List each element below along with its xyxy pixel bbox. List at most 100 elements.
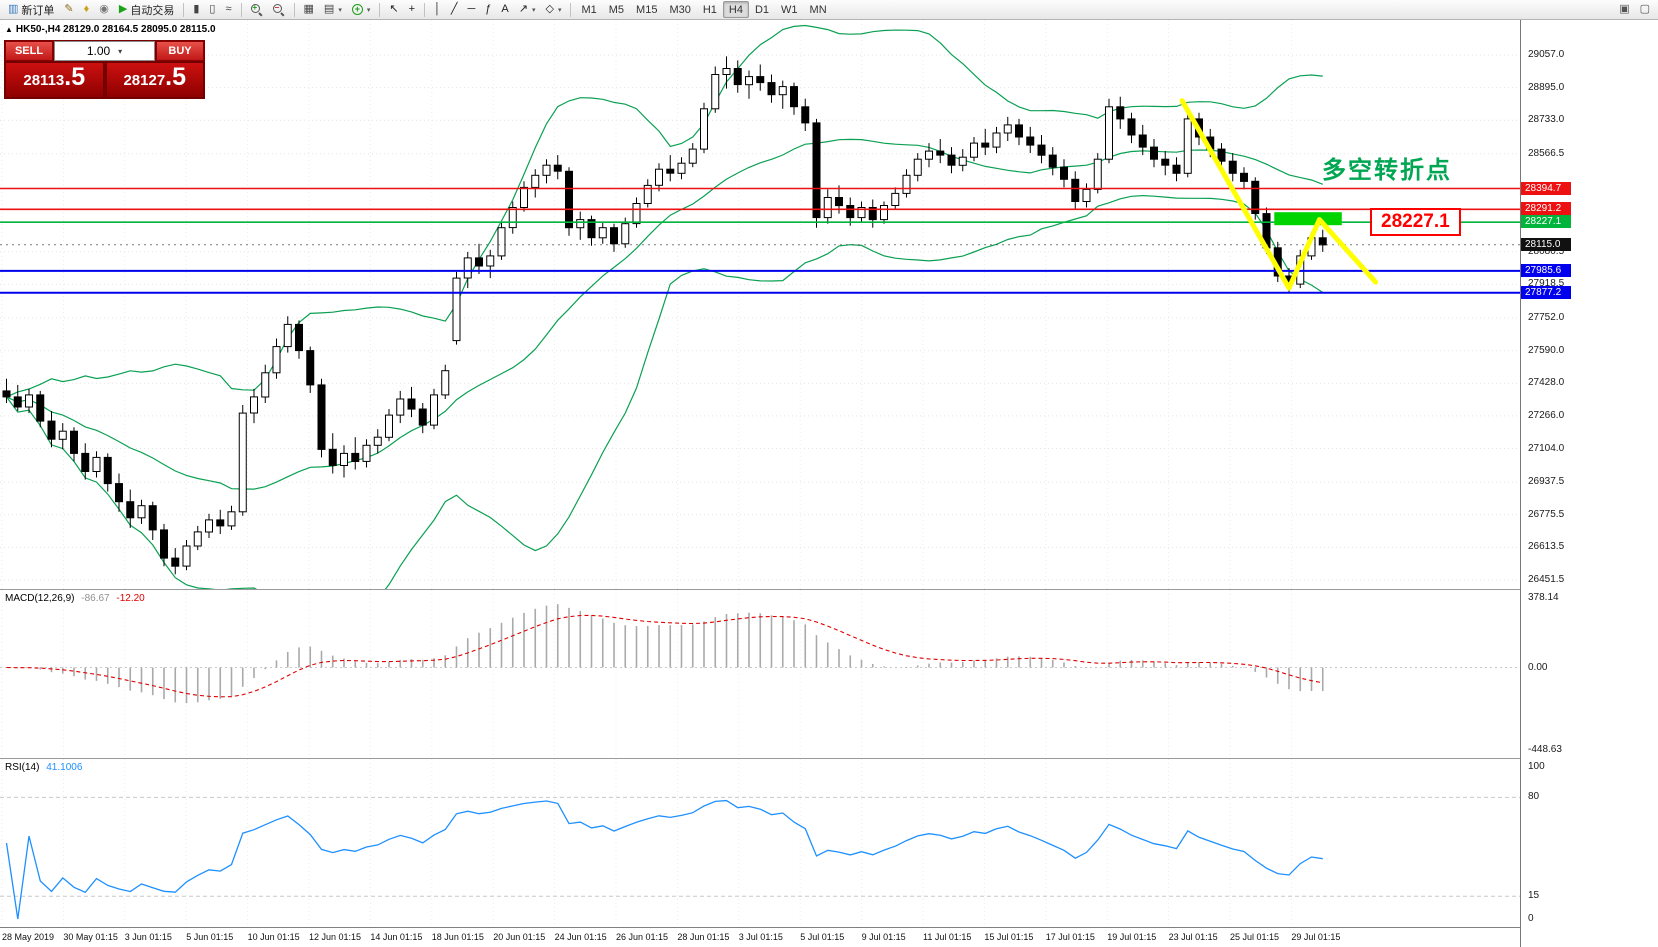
time-axis[interactable]: 28 May 2019 30 May 01:15 3 Jun 01:15 5 Jun … <box>0 927 1658 947</box>
rsi-axis-label: 100 <box>1528 761 1545 772</box>
tf-m5-button[interactable]: M5 <box>603 1 630 18</box>
price-axis[interactable]: 29057.0 28895.0 28733.0 28566.5 28080.5 27918… <box>1520 20 1658 947</box>
macd-chart <box>0 590 1520 758</box>
time-axis-label: 12 Jun 01:15 <box>309 932 362 942</box>
indicators-button[interactable]: + ▾ <box>347 1 376 18</box>
zoom-in-icon: + <box>250 3 263 16</box>
volume-input[interactable]: 1.00 ▾ <box>54 41 155 61</box>
zoom-in-button[interactable]: + <box>246 1 268 18</box>
time-axis-label: 28 May 2019 <box>2 932 55 942</box>
caret-down-icon: ▾ <box>338 6 342 14</box>
rsi-value: 41.1006 <box>46 762 83 773</box>
signals-button[interactable]: ◉ <box>94 1 114 18</box>
chart-line-button[interactable]: ≈ <box>220 1 236 18</box>
new-order-button[interactable]: ▥ 新订单 <box>3 1 59 18</box>
print-button[interactable]: ▣ <box>1614 1 1634 18</box>
volume-value: 1.00 <box>86 44 111 58</box>
price-axis-label: 26775.5 <box>1528 508 1565 520</box>
price-axis-label: 29057.0 <box>1528 49 1565 60</box>
tf-m5-button-label: M5 <box>608 3 625 16</box>
sell-price-main: 28113 <box>23 72 65 89</box>
fibonacci-button[interactable]: ƒ <box>480 1 496 18</box>
toolbar-separator <box>424 2 425 17</box>
trend-arrow[interactable] <box>1179 98 1379 291</box>
text-label-button[interactable]: A <box>496 1 513 18</box>
time-axis-label: 17 Jul 01:15 <box>1045 932 1095 942</box>
symbol-ohlc-text: HK50-,H4 28129.0 28164.5 28095.0 28115.0 <box>15 24 216 35</box>
vertical-line-button[interactable]: │ <box>429 1 446 18</box>
trendline-button[interactable]: ╱ <box>446 1 463 18</box>
toolbar-separator <box>570 2 572 17</box>
macd-axis-label: 378.14 <box>1528 592 1559 603</box>
templates-button[interactable]: ▤ ▾ <box>319 1 347 18</box>
tf-h4-button-label: H4 <box>728 3 743 16</box>
tf-mn-button[interactable]: MN <box>804 1 833 18</box>
depth-of-market-button[interactable]: ♦ <box>79 1 95 18</box>
toolbar-separator <box>240 2 242 17</box>
autotrading-icon: ▶ <box>118 3 128 15</box>
collapse-triangle-icon[interactable]: ▲ <box>5 25 13 34</box>
arrows-button[interactable]: ↗ ▾ <box>514 1 541 18</box>
chart-window: ▲ HK50-,H4 28129.0 28164.5 28095.0 28115.… <box>0 20 1658 947</box>
volume-caret-icon[interactable]: ▾ <box>118 46 123 56</box>
indicators-icon: + <box>351 4 363 15</box>
new-order-icon: ▥ <box>8 3 19 15</box>
dock-icon: ▢ <box>1639 3 1650 15</box>
macd-name: MACD(12,26,9) <box>5 593 75 604</box>
tf-h1-button[interactable]: H1 <box>697 1 723 18</box>
rsi-panel[interactable]: RSI(14) 41.1006 <box>0 758 1520 927</box>
templates-icon: ▤ <box>323 3 335 15</box>
chart-candles-button[interactable]: ▯ <box>204 1 220 18</box>
trendline-icon: ╱ <box>450 3 458 15</box>
tf-d1-button[interactable]: D1 <box>749 1 775 18</box>
tf-mn-button-label: MN <box>809 3 827 16</box>
tf-h4-button[interactable]: H4 <box>722 1 749 18</box>
rsi-axis-label: 0 <box>1528 913 1534 924</box>
toolbar-right-group: ▣ ▢ <box>1614 1 1655 18</box>
zoom-out-button[interactable]: − <box>268 1 290 18</box>
price-axis-label: 28080.5 <box>1528 245 1565 257</box>
tile-windows-button[interactable]: ▦ <box>299 1 319 18</box>
time-axis-label: 5 Jul 01:15 <box>800 932 845 942</box>
tf-w1-button[interactable]: W1 <box>775 1 804 18</box>
highlight-box[interactable] <box>1274 212 1342 226</box>
sell-price-display[interactable]: 28113 .5 <box>5 62 104 98</box>
tf-m1-button[interactable]: M1 <box>575 1 602 18</box>
shapes-button[interactable]: ◇ ▾ <box>541 1 567 18</box>
rsi-line <box>5 799 1323 920</box>
chart-bars-button[interactable]: ▮ <box>188 1 204 18</box>
crosshair-button[interactable]: + <box>404 1 420 18</box>
main-chart-panel[interactable]: ▲ HK50-,H4 28129.0 28164.5 28095.0 28115.… <box>0 20 1520 589</box>
rsi-name: RSI(14) <box>5 762 40 773</box>
one-click-trading-panel: SELL 1.00 ▾ BUY 28113 .5 28127 .5 <box>4 40 205 99</box>
toolbar-separator <box>183 2 185 17</box>
macd-panel[interactable]: MACD(12,26,9) -86.67 -12.20 <box>0 589 1520 758</box>
turning-point-annotation[interactable]: 多空转折点 <box>1322 157 1452 184</box>
rsi-axis-label: 80 <box>1528 791 1540 803</box>
price-chart[interactable] <box>0 20 1520 589</box>
buy-price-display[interactable]: 28127 .5 <box>105 62 204 98</box>
price-callout-label[interactable]: 28227.1 <box>1370 208 1461 236</box>
macd-histogram <box>16 604 1324 704</box>
rsi-chart <box>0 759 1520 927</box>
chart-candles-icon: ▯ <box>209 3 216 15</box>
tf-m15-button[interactable]: M15 <box>630 1 663 18</box>
horizontal-line-button[interactable]: ─ <box>463 1 481 18</box>
autotrading-button[interactable]: ▶ 自动交易 <box>114 1 179 18</box>
tf-w1-button-label: W1 <box>781 3 798 16</box>
time-axis-label: 5 Jun 01:15 <box>186 932 234 942</box>
time-axis-label: 15 Jul 01:15 <box>984 932 1034 942</box>
dock-button[interactable]: ▢ <box>1635 1 1655 18</box>
print-icon: ▣ <box>1619 3 1630 15</box>
price-axis-label: 27428.0 <box>1528 377 1565 389</box>
buy-price-main: 28127 <box>123 72 166 89</box>
sell-button[interactable]: SELL <box>5 41 53 61</box>
buy-button[interactable]: BUY <box>156 41 204 61</box>
mql-editor-button[interactable]: ✎ <box>59 1 78 18</box>
macd-label: MACD(12,26,9) -86.67 -12.20 <box>5 593 145 604</box>
tf-m30-button[interactable]: M30 <box>663 1 696 18</box>
cursor-button[interactable]: ↖ <box>384 1 403 18</box>
time-axis-label: 28 Jun 01:15 <box>677 932 730 942</box>
arrows-icon: ↗ <box>518 3 528 15</box>
